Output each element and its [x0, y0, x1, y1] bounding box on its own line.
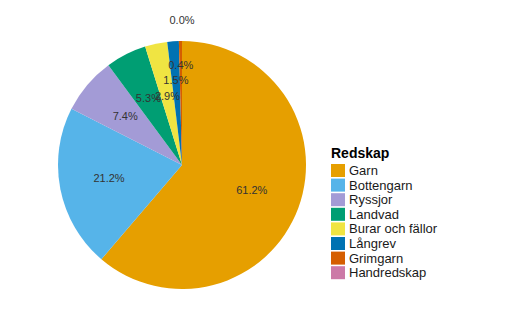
legend-key [331, 252, 345, 265]
legend-key [331, 237, 345, 250]
legend-label: Ryssjor [349, 192, 393, 207]
legend-key [331, 266, 345, 279]
legend-label: Långrev [349, 236, 396, 251]
legend-label: Landvad [349, 207, 399, 222]
legend-key [331, 193, 345, 206]
legend-title: Redskap [331, 145, 389, 161]
legend-key [331, 164, 345, 177]
legend-label: Garn [349, 163, 378, 178]
legend-label: Burar och fällor [349, 221, 438, 236]
legend-label: Handredskap [349, 265, 426, 280]
legend-label: Grimgarn [349, 251, 403, 266]
slices [58, 41, 306, 289]
chart: 61.2%21.2%7.4%5.3%2.9%1.5%0.4%0.0%Redska… [0, 0, 532, 318]
legend-key [331, 208, 345, 221]
data-labels: 61.2%21.2%7.4%5.3%2.9%1.5%0.4%0.0% [93, 14, 267, 196]
data-label: 1.5% [163, 74, 188, 86]
data-label: 7.4% [113, 110, 138, 122]
data-label: 61.2% [236, 184, 267, 196]
legend-label: Bottengarn [349, 178, 413, 193]
legend: Redskap GarnBottengarnRyssjorLandvadBurar… [331, 145, 438, 280]
data-label: 2.9% [155, 90, 180, 102]
legend-key [331, 222, 345, 235]
legend-key [331, 179, 345, 192]
data-label: 21.2% [93, 172, 124, 184]
data-label: 0.0% [169, 14, 194, 26]
data-label: 0.4% [168, 59, 193, 71]
